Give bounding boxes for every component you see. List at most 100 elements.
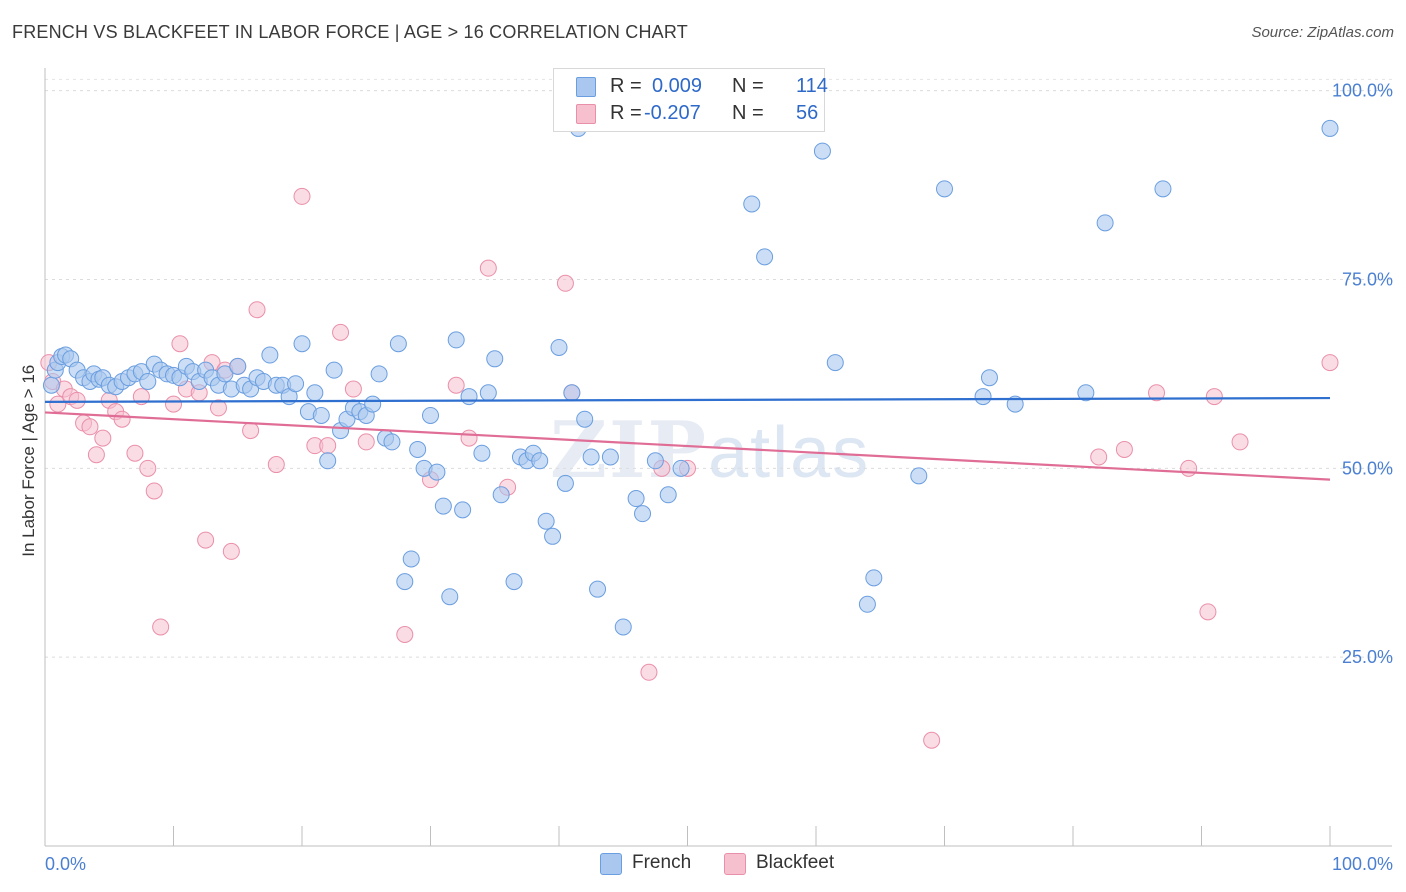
french-point [505, 573, 523, 591]
blackfeet-point [248, 301, 266, 319]
french-point [634, 505, 652, 523]
french-point [447, 331, 465, 349]
blackfeet-point [139, 459, 157, 477]
french-point [389, 335, 407, 353]
french-point [325, 361, 343, 379]
french-point [531, 452, 549, 470]
french-point [601, 448, 619, 466]
french-point [627, 490, 645, 508]
french-point [486, 350, 504, 368]
french-point [544, 527, 562, 545]
french-point [479, 384, 497, 402]
french-points [42, 119, 1339, 636]
blackfeet-point [126, 444, 144, 462]
french-point [672, 459, 690, 477]
blackfeet-point [1115, 440, 1133, 458]
blackfeet-n-value: 56 [796, 102, 819, 124]
french-point [936, 180, 953, 198]
french-point [589, 580, 607, 598]
french-point [473, 444, 491, 462]
french-point [460, 388, 478, 406]
blackfeet-point [460, 429, 478, 447]
french-point [563, 384, 581, 402]
french-point [396, 573, 414, 591]
x-tick-label-min: 0.0% [45, 854, 86, 874]
french-point [319, 452, 337, 470]
blackfeet-point [1321, 354, 1339, 372]
french-point [659, 486, 677, 504]
french-point [422, 406, 439, 424]
french-point [756, 248, 774, 266]
y-tick-label: 75.0% [1342, 269, 1393, 289]
blackfeet-point [640, 663, 658, 681]
blackfeet-point [396, 626, 414, 644]
bottom-french-swatch [600, 853, 622, 875]
blackfeet-point [165, 395, 182, 413]
french-r-label: R = [610, 75, 642, 97]
source-label: Source: ZipAtlas.com [1251, 24, 1394, 41]
french-point [216, 365, 234, 383]
blackfeet-point [68, 391, 86, 409]
french-point [582, 448, 600, 466]
french-point [370, 365, 388, 383]
grid-lines [45, 78, 1392, 658]
blackfeet-point [332, 323, 350, 341]
french-point [383, 433, 401, 451]
blackfeet-point [1199, 603, 1217, 621]
correlation-legend: R = 0.009 N = 114 R = -0.207 N = 56 [553, 68, 828, 132]
axes [44, 68, 1392, 847]
french-point [441, 588, 459, 606]
french-point [306, 384, 324, 402]
blackfeet-point [479, 259, 497, 277]
blackfeet-point [87, 446, 105, 464]
french-point [813, 142, 831, 160]
blackfeet-n-label: N = [732, 102, 764, 124]
french-n-label: N = [732, 75, 764, 97]
blackfeet-swatch [576, 104, 596, 124]
blackfeet-point [152, 618, 170, 636]
french-point [910, 467, 928, 485]
french-point [409, 440, 427, 458]
blackfeet-point [113, 410, 131, 428]
french-point [428, 463, 446, 481]
tick-labels: 25.0% 50.0% 75.0% 100.0% 0.0% 100.0% In Labor … [19, 81, 1393, 874]
french-point [312, 406, 330, 424]
bottom-blackfeet-label: Blackfeet [756, 852, 835, 873]
french-point [1321, 119, 1339, 137]
french-point [293, 335, 311, 353]
blackfeet-point [344, 380, 362, 398]
french-point [1096, 214, 1114, 232]
french-point [550, 338, 568, 356]
bottom-blackfeet-swatch [724, 853, 746, 875]
french-point [42, 376, 60, 394]
blackfeet-point [1148, 384, 1166, 402]
y-axis-title: In Labor Force | Age > 16 [19, 365, 38, 557]
french-point [743, 195, 761, 213]
bottom-french-label: French [632, 852, 692, 873]
blackfeet-point [1180, 459, 1198, 477]
blackfeet-point [319, 437, 337, 455]
french-point [1077, 384, 1095, 402]
y-tick-label: 25.0% [1342, 647, 1393, 667]
blackfeet-point [197, 531, 215, 549]
x-tick-label-max: 100.0% [1332, 854, 1393, 874]
french-point [492, 486, 510, 504]
blackfeet-point [556, 274, 574, 292]
french-trend-line [44, 396, 1331, 403]
blackfeet-point [145, 482, 163, 500]
french-point [434, 497, 452, 515]
french-point [402, 550, 420, 568]
blackfeet-point [293, 187, 311, 205]
blackfeet-point [357, 433, 375, 451]
french-point [556, 474, 574, 492]
french-point [576, 410, 594, 428]
blackfeet-point [222, 542, 240, 560]
blackfeet-point [209, 399, 227, 417]
blackfeet-trend-line [44, 411, 1331, 481]
blackfeet-point [1231, 433, 1249, 451]
french-point [858, 595, 876, 613]
french-point [980, 369, 998, 387]
blackfeet-point [94, 429, 112, 447]
french-point [229, 357, 247, 375]
